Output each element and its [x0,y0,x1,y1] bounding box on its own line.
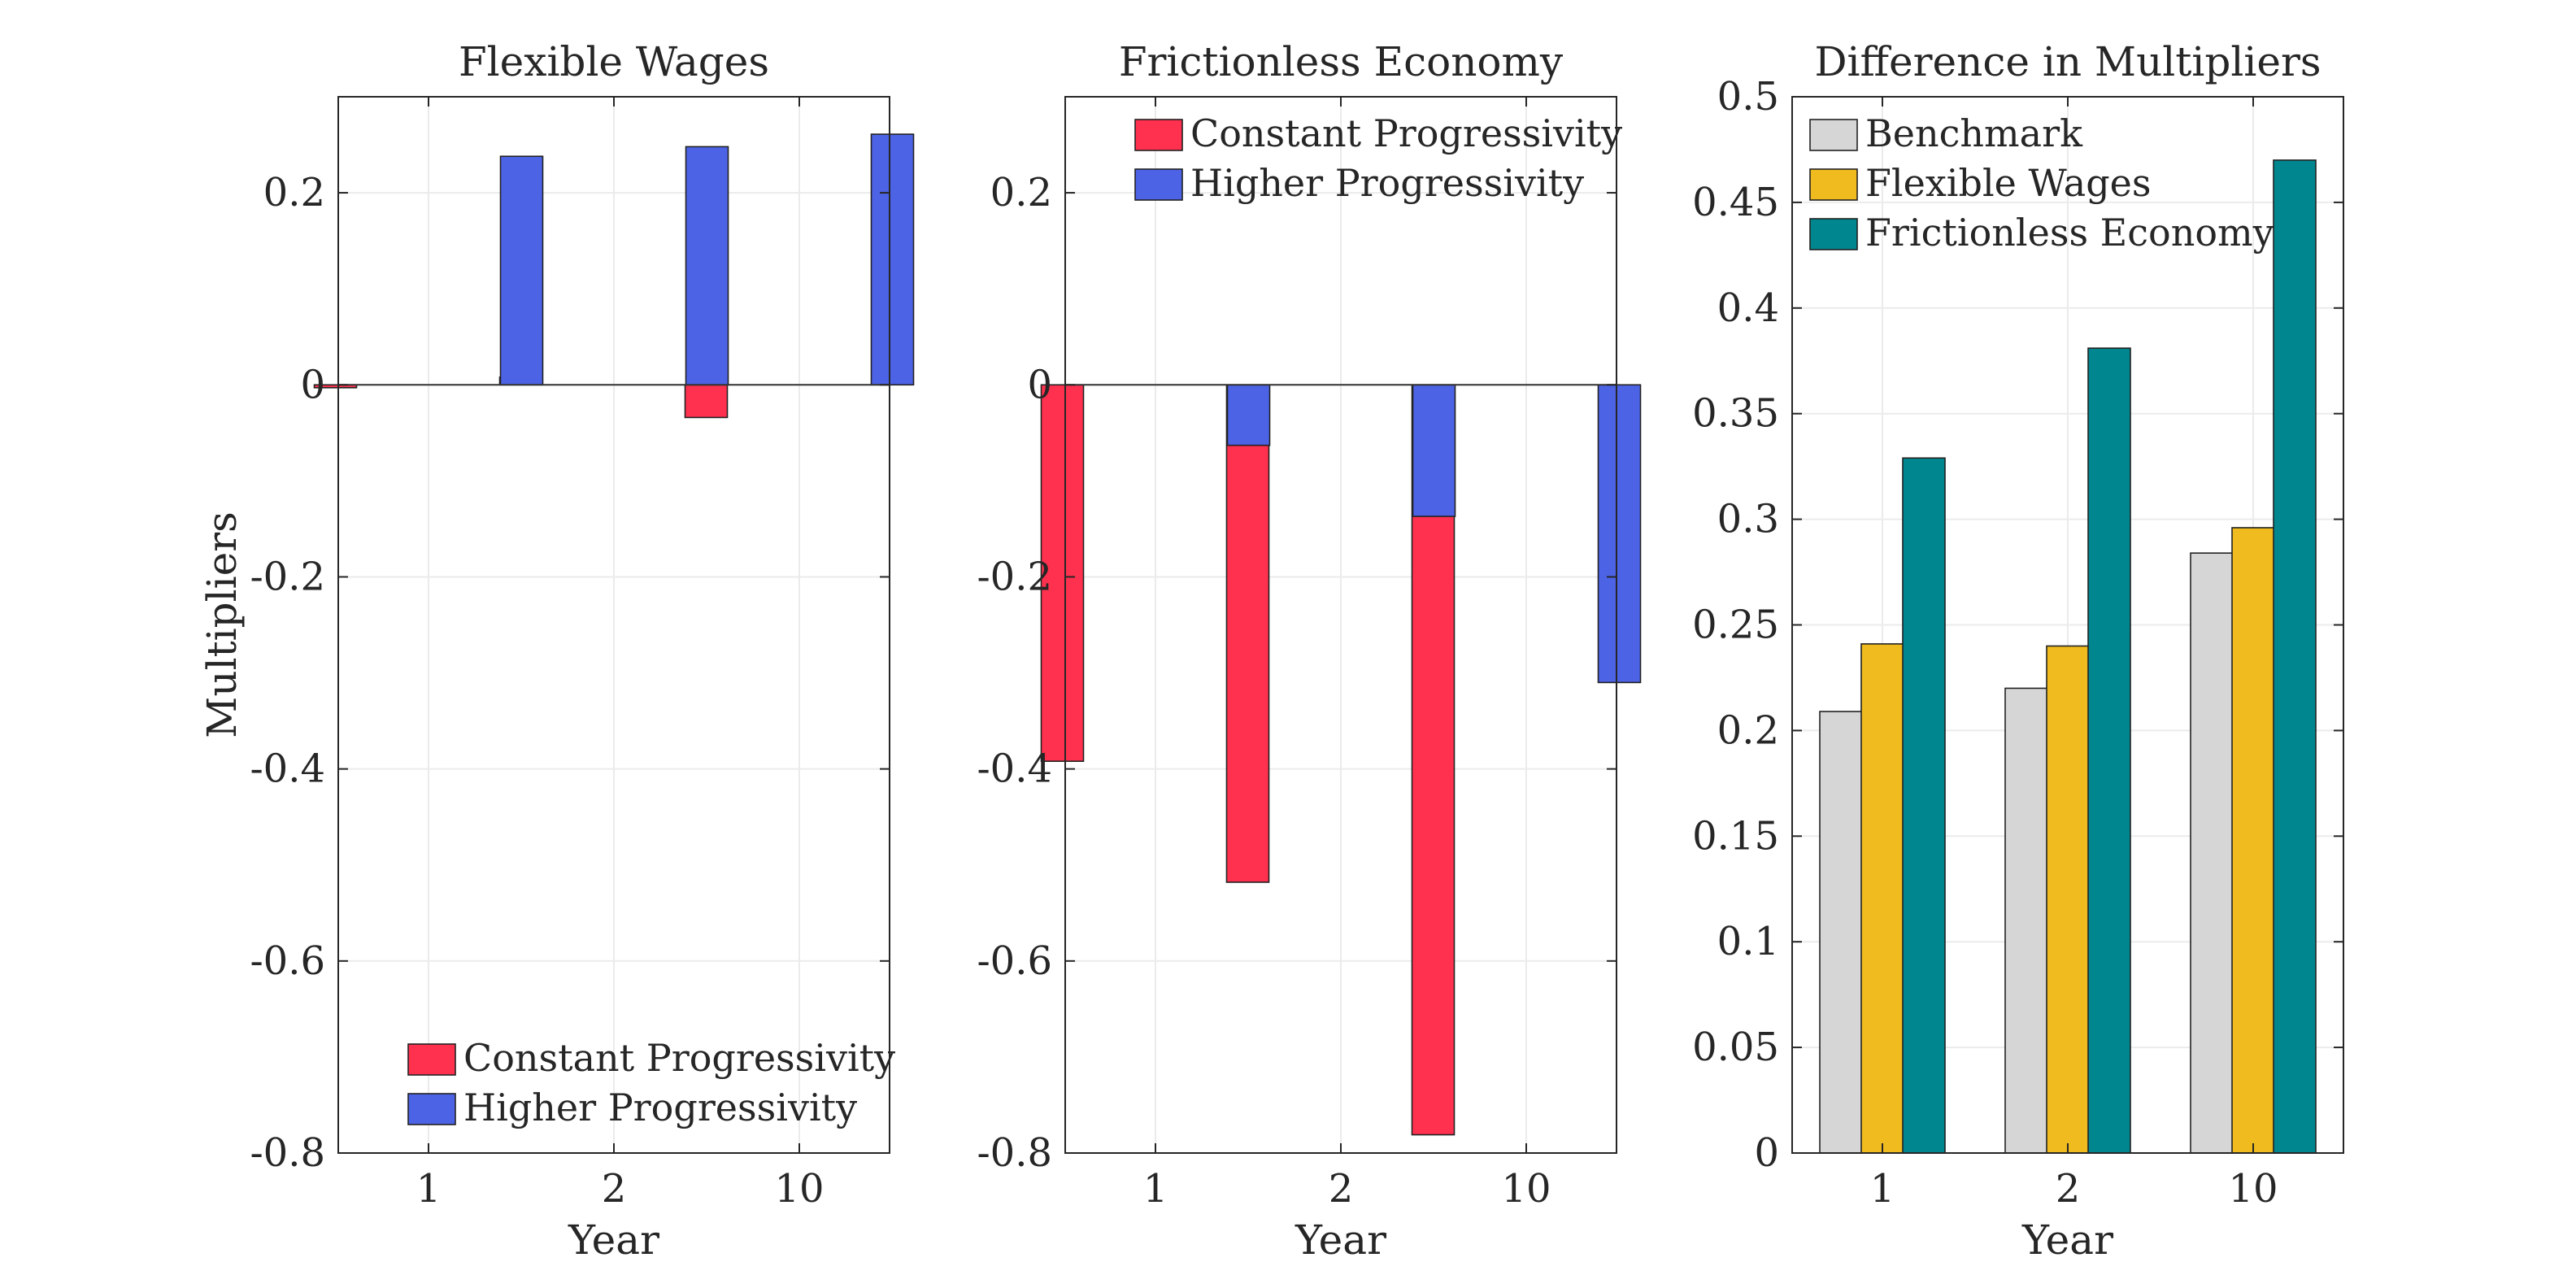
chart-title: Flexible Wages [459,38,769,85]
legend-swatch [1809,119,1858,151]
y-tick-label: -0.4 [250,746,325,792]
y-tick-label: -0.6 [250,938,325,984]
y-tick-label: -0.6 [977,938,1052,984]
bar [2087,347,2131,1154]
y-axis-label: Multipliers [198,511,246,738]
legend-swatch [407,1043,456,1076]
bar [2231,527,2275,1154]
x-tick-label: 1 [1870,1166,1895,1212]
bar [1902,457,1946,1154]
legend-label: Constant Progressivity [1190,111,1622,155]
x-axis-label: Year [2021,1216,2113,1264]
bar [1819,711,1863,1154]
x-tick-label: 10 [774,1166,824,1212]
bar [2046,645,2090,1154]
legend-swatch [407,1093,456,1125]
y-tick-label: -0.8 [977,1130,1052,1176]
y-tick-label: 0 [1754,1130,1779,1176]
y-tick-label: -0.2 [977,554,1052,599]
chart-panel-2: -0.8 -0.6 -0.4 -0.2 0 0.2 1 2 10 Frictionless Eco… [977,38,1642,1264]
y-tick-label: 0.5 [1717,74,1779,120]
bar [870,133,915,386]
legend-label: Higher Progressivity [1190,161,1584,205]
y-tick-label: 0 [1027,362,1052,407]
y-tick-label: -0.8 [250,1130,325,1176]
bar [1225,384,1270,883]
bar [684,384,729,419]
y-tick-label: -0.2 [250,554,325,599]
legend-label: Constant Progressivity [463,1036,895,1080]
legend-swatch [1809,168,1858,201]
legend: Constant Progressivity Higher Progressivi… [1134,111,1622,205]
bar [1040,384,1085,762]
x-tick-label: 2 [602,1166,627,1212]
x-axis-label: Year [568,1216,659,1264]
legend-swatch [1809,218,1858,250]
y-tick-label: 0.3 [1717,497,1779,542]
x-tick-label: 10 [2228,1166,2278,1212]
chart-panel-1: -0.8 -0.6 -0.4 -0.2 0 0.2 1 2 10 Flexible Wages Ye… [198,38,915,1264]
x-tick-label: 2 [2056,1166,2081,1212]
y-tick-label: 0.45 [1692,180,1779,225]
y-tick-label: 0.2 [990,170,1052,215]
y-tick-label: 0.35 [1692,391,1779,437]
y-tick-label: -0.4 [977,746,1052,792]
legend-label: Flexible Wages [1865,161,2152,205]
bar [685,146,729,386]
x-tick-label: 1 [1143,1166,1168,1212]
legend-swatch [1134,119,1183,151]
bar [1226,384,1271,446]
bar [2273,159,2317,1154]
y-tick-label: 0 [300,362,325,407]
bar [2190,552,2234,1154]
y-tick-label: 0.05 [1692,1025,1779,1070]
x-tick-label: 2 [1329,1166,1354,1212]
chart-title: Frictionless Economy [1119,38,1564,85]
bar [499,155,544,386]
bar [2004,687,2048,1154]
x-axis-label: Year [1295,1216,1386,1264]
y-tick-label: 0.25 [1692,603,1779,648]
chart-panel-3: 0 0.05 0.1 0.15 0.2 0.25 0.3 0.35 0.4 0.45 0.5 1 2 10… [1692,38,2344,1264]
x-tick-label: 10 [1501,1166,1551,1212]
legend-label: Frictionless Economy [1865,211,2274,255]
y-tick-label: 0.1 [1717,919,1779,964]
y-tick-label: 0.15 [1692,813,1779,859]
bar [1597,384,1642,684]
legend: Benchmark Flexible Wages Frictionless Econ… [1809,111,2274,255]
x-tick-label: 1 [416,1166,442,1212]
legend-label: Higher Progressivity [463,1086,857,1129]
legend: Constant Progressivity Higher Progressivi… [407,1036,895,1129]
y-tick-label: 0.4 [1717,285,1779,331]
bar [313,384,358,389]
legend-label: Benchmark [1865,111,2083,155]
chart-title: Difference in Multipliers [1814,38,2321,85]
legend-swatch [1134,168,1183,201]
bar [1412,384,1456,517]
y-tick-label: 0.2 [1717,707,1779,753]
bar [1860,643,1904,1154]
y-tick-label: 0.2 [263,170,325,215]
